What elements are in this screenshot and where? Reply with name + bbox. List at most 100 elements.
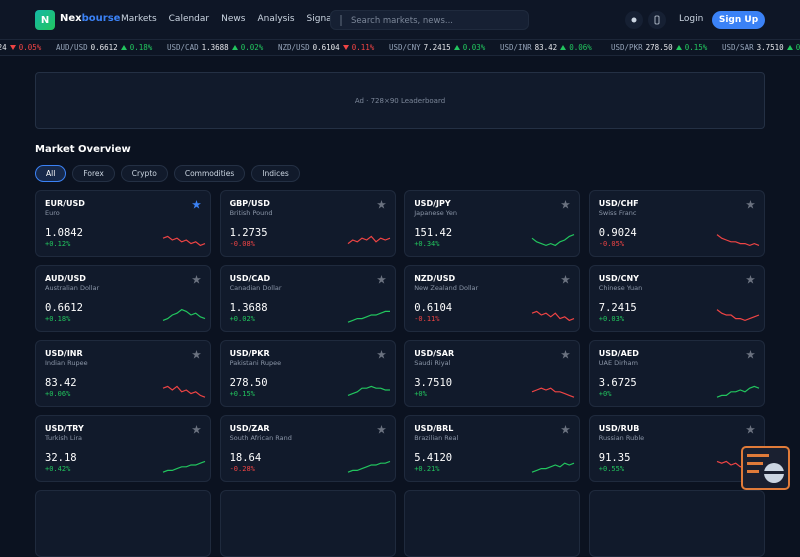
price: 278.50 [229,377,268,389]
ticker-item: USD/CAD 1.3688 0.02% [167,43,278,52]
ticker-item: USD/INR 83.42 0.06% [500,43,611,52]
ticker-row: USD/CHF0.90240.05%AUD/USD0.66120.18%USD/… [0,43,800,52]
pair: USD/BRL [414,424,454,433]
nav-link[interactable]: Markets [121,14,157,24]
ticker-pair: USD/SAR [722,43,754,52]
sparkline [347,310,390,323]
market-card[interactable]: USD/CAD Canadian Dollar 1.3688 +0.02% [219,265,396,332]
ticker-price: 1.3688 [201,43,229,52]
ticker-change: 0.18% [129,43,153,52]
market-card [219,490,396,557]
market-card[interactable]: USD/PKR Pakistani Rupee 278.50 +0.15% [219,340,396,407]
currency-name: Brazilian Real [414,434,459,442]
favorite-star[interactable] [376,200,386,209]
change: -0.08% [229,240,255,248]
market-card[interactable]: USD/BRL Brazilian Real 5.4120 +0.21% [404,415,581,482]
favorite-star[interactable] [745,425,755,434]
ticker-arrow [786,45,793,50]
ticker-change: 0.06% [569,43,592,52]
tab[interactable]: Crypto [120,165,168,182]
brand[interactable]: Nexbourse [60,13,120,24]
sparkline [162,460,206,473]
favorite-star[interactable] [561,200,571,209]
widget-icon [747,454,784,483]
ticker-change: 0.00% [795,43,800,52]
ticker-arrow [342,45,349,50]
favorite-star[interactable] [192,200,201,209]
market-card[interactable]: USD/TRY Turkish Lira 32.18 +0.42% [35,415,211,482]
favorite-star[interactable] [376,275,386,284]
market-card[interactable]: AUD/USD Australian Dollar 0.6612 +0.18% [35,265,211,332]
market-card[interactable]: USD/ZAR South African Rand 18.64 -0.28% [219,415,396,482]
favorite-star[interactable] [561,425,571,434]
signup-button[interactable]: Sign Up [712,11,765,29]
nav-link[interactable]: Calendar [168,14,210,24]
favorite-star[interactable] [192,275,201,284]
tab[interactable]: Forex [72,165,115,182]
market-card[interactable]: USD/AED UAE Dirham 3.6725 +0% [588,340,765,407]
pair: USD/SAR [414,349,455,358]
currency-name: Indian Rupee [45,359,88,367]
favorite-star[interactable] [561,275,571,284]
favorite-star[interactable] [561,350,571,359]
nav-link[interactable]: Signals [306,14,339,24]
pair: USD/PKR [229,349,270,358]
favorite-star[interactable] [745,275,755,284]
star-shape [561,200,571,209]
mobile-icon[interactable] [648,11,666,29]
currency-name: Russian Ruble [598,434,645,442]
change: -0.28% [229,465,255,473]
pair: NZD/USD [414,274,456,283]
nav-link[interactable]: News [221,14,246,24]
tab[interactable]: Indices [251,165,300,182]
favorite-star[interactable] [192,350,201,359]
favorite-star[interactable] [376,350,386,359]
market-card[interactable]: USD/RUB Russian Ruble 91.35 +0.55% [588,415,765,482]
tab[interactable]: Commodities [173,165,246,182]
change: +0% [598,390,612,398]
ticker-item: NZD/USD 0.6104 0.11% [278,43,389,52]
ticker-pair: USD/CNY [389,43,421,52]
ticker-arrow [231,45,238,50]
theme-toggle[interactable] [625,11,643,29]
ticker-item: USD/CHF0.90240.05% [0,43,56,52]
favorite-star[interactable] [745,350,755,359]
tab[interactable]: All [35,165,67,182]
logo[interactable]: N [35,10,55,30]
price: 32.18 [45,452,77,464]
sparkline-line [531,462,575,473]
price: 7.2415 [598,302,637,314]
favorite-star[interactable] [745,200,755,209]
market-card[interactable]: USD/JPY Japanese Yen 151.42 +0.34% [404,190,581,257]
price: 1.3688 [229,302,268,314]
market-card[interactable]: USD/SAR Saudi Riyal 3.7510 +0% [404,340,581,407]
change: +0.06% [45,390,71,398]
search-box[interactable]: Search markets, news... [330,10,529,30]
login-link[interactable]: Login [679,14,704,24]
sparkline [347,385,390,396]
change: +0.18% [45,315,71,323]
market-card[interactable]: USD/INR Indian Rupee 83.42 +0.06% [35,340,211,407]
chat-widget[interactable] [741,446,790,490]
price: 5.4120 [414,452,453,464]
ticker-arrow [453,45,460,50]
market-card[interactable]: USD/CHF Swiss Franc 0.9024 -0.05% [588,190,765,257]
sparkline-line [716,234,759,247]
currency-name: Euro [45,209,60,217]
nav-link[interactable]: Analysis [257,14,295,24]
change: +0.03% [598,315,625,323]
favorite-star[interactable] [376,425,386,434]
market-card[interactable]: USD/CNY Chinese Yuan 7.2415 +0.03% [588,265,765,332]
sparkline [716,309,759,322]
change: +0.12% [45,240,71,248]
currency-name: Japanese Yen [414,209,457,217]
market-card[interactable]: NZD/USD New Zealand Dollar 0.6104 -0.11% [404,265,581,332]
ticker-item: AUD/USD 0.6612 0.18% [56,43,167,52]
market-card[interactable]: EUR/USD Euro 1.0842 +0.12% [35,190,211,257]
sparkline [716,234,759,247]
price: 0.9024 [598,227,637,239]
star-shape [745,350,755,359]
sun-icon [631,17,637,23]
market-card[interactable]: GBP/USD British Pound 1.2735 -0.08% [219,190,396,257]
favorite-star[interactable] [192,425,201,434]
